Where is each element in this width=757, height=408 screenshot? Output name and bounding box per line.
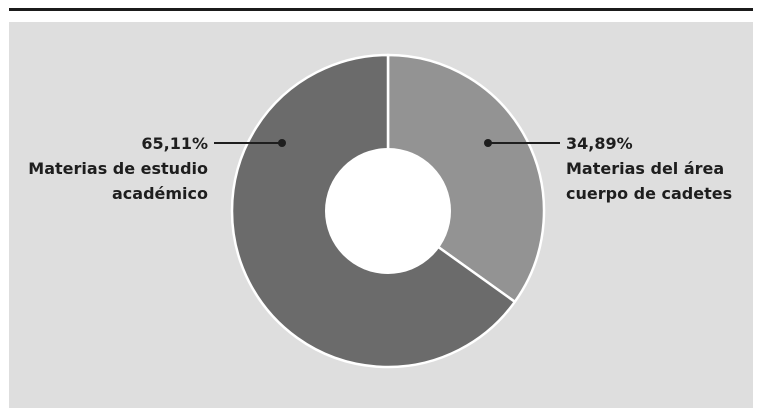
callout-left: 65,11% Materias de estudio académico bbox=[28, 134, 286, 203]
category-label-right-line1: Materias del área bbox=[566, 159, 724, 178]
slice-cuerpo-cadetes bbox=[386, 53, 546, 304]
category-label-left-line1: Materias de estudio bbox=[28, 159, 208, 178]
callout-right: 34,89% Materias del área cuerpo de cadet… bbox=[484, 134, 732, 203]
value-label-left: 65,11% bbox=[141, 134, 208, 153]
leader-dot-left bbox=[278, 139, 286, 147]
value-label-right: 34,89% bbox=[566, 134, 633, 153]
top-rule bbox=[9, 8, 753, 11]
donut-hole bbox=[325, 148, 451, 274]
category-label-left-line2: académico bbox=[112, 184, 208, 203]
category-label-right-line2: cuerpo de cadetes bbox=[566, 184, 732, 203]
leader-dot-right bbox=[484, 139, 492, 147]
